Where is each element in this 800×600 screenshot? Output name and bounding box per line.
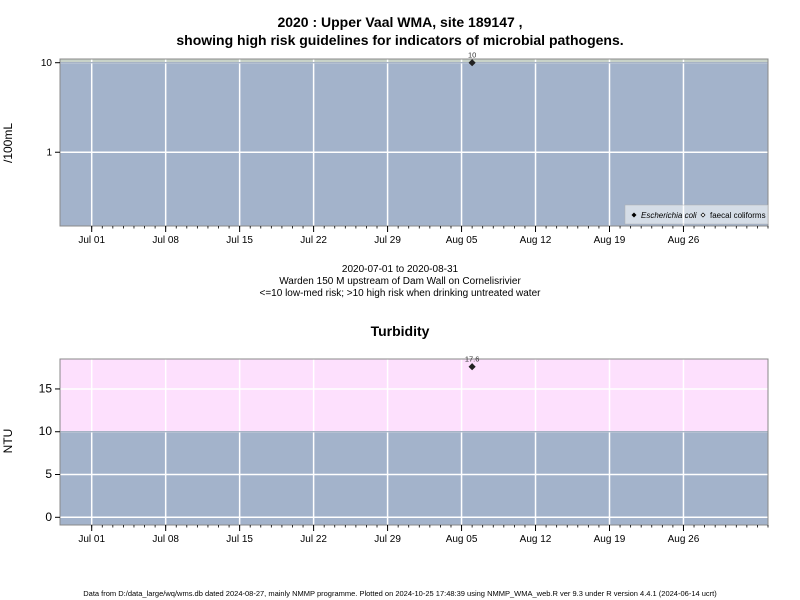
turbidity-title: Turbidity	[370, 323, 430, 339]
x-tick-label: Aug 26	[668, 235, 700, 246]
y-tick-label: 15	[39, 381, 53, 395]
chart-title-line2: showing high risk guidelines for indicat…	[176, 32, 624, 48]
x-tick-label: Jul 01	[78, 235, 105, 246]
chart-title-line1: 2020 : Upper Vaal WMA, site 189147 ,	[277, 14, 523, 30]
legend-label: faecal coliforms	[710, 211, 766, 220]
plot-background	[60, 59, 768, 226]
site-description: Warden 150 M upstream of Dam Wall on Cor…	[279, 276, 521, 287]
legend-marker	[700, 212, 706, 218]
legend-box	[624, 204, 769, 225]
legend-marker	[631, 212, 637, 218]
x-tick-label: Jul 08	[152, 235, 179, 246]
y-tick-label: 1	[46, 148, 52, 159]
x-tick-label: Jul 22	[300, 534, 327, 545]
x-tick-label: Aug 19	[594, 534, 626, 545]
y-tick-label: 10	[39, 424, 53, 438]
turbidity-chart: 0 5 10 15 Jul 01 Jul 08 Jul 15 Jul 22 Jul 29 Aug …	[39, 355, 769, 545]
x-tick-label: Jul 15	[226, 534, 253, 545]
x-tick-label: Aug 05	[446, 235, 478, 246]
date-range: 2020-07-01 to 2020-08-31	[341, 264, 459, 275]
data-point	[468, 59, 476, 67]
data-label: 17.6	[465, 355, 480, 364]
x-tick-label: Jul 29	[374, 534, 401, 545]
data-label: 10	[468, 51, 476, 60]
x-tick-label: Aug 19	[594, 235, 626, 246]
x-tick-label: Jul 08	[152, 534, 179, 545]
x-tick-label: Aug 05	[446, 534, 478, 545]
x-tick-label: Aug 12	[520, 235, 552, 246]
ecoli-chart: 1 10 Jul 01 Jul 08 Jul 15 Jul 22 Jul 29 Aug 05 A…	[41, 51, 769, 246]
x-tick-label: Jul 15	[226, 235, 253, 246]
x-tick-label: Aug 26	[668, 534, 700, 545]
high-risk-band	[60, 359, 768, 432]
x-tick-label: Jul 29	[374, 235, 401, 246]
footer-note: Data from D:/data_large/wq/wms.db dated …	[83, 589, 717, 598]
legend-label: Escherichia coli	[641, 211, 697, 220]
y-tick-label: 10	[41, 58, 53, 69]
y-tick-label: 0	[45, 510, 52, 524]
risk-note: <=10 low-med risk; >10 high risk when dr…	[259, 288, 541, 299]
plot-frame	[59, 58, 769, 227]
y-tick-label: 5	[45, 467, 52, 481]
plot-frame	[59, 358, 769, 526]
x-tick-label: Jul 01	[78, 534, 105, 545]
x-tick-label: Jul 22	[300, 235, 327, 246]
high-risk-band	[60, 59, 768, 63]
data-point	[468, 363, 476, 371]
x-tick-label: Aug 12	[520, 534, 552, 545]
